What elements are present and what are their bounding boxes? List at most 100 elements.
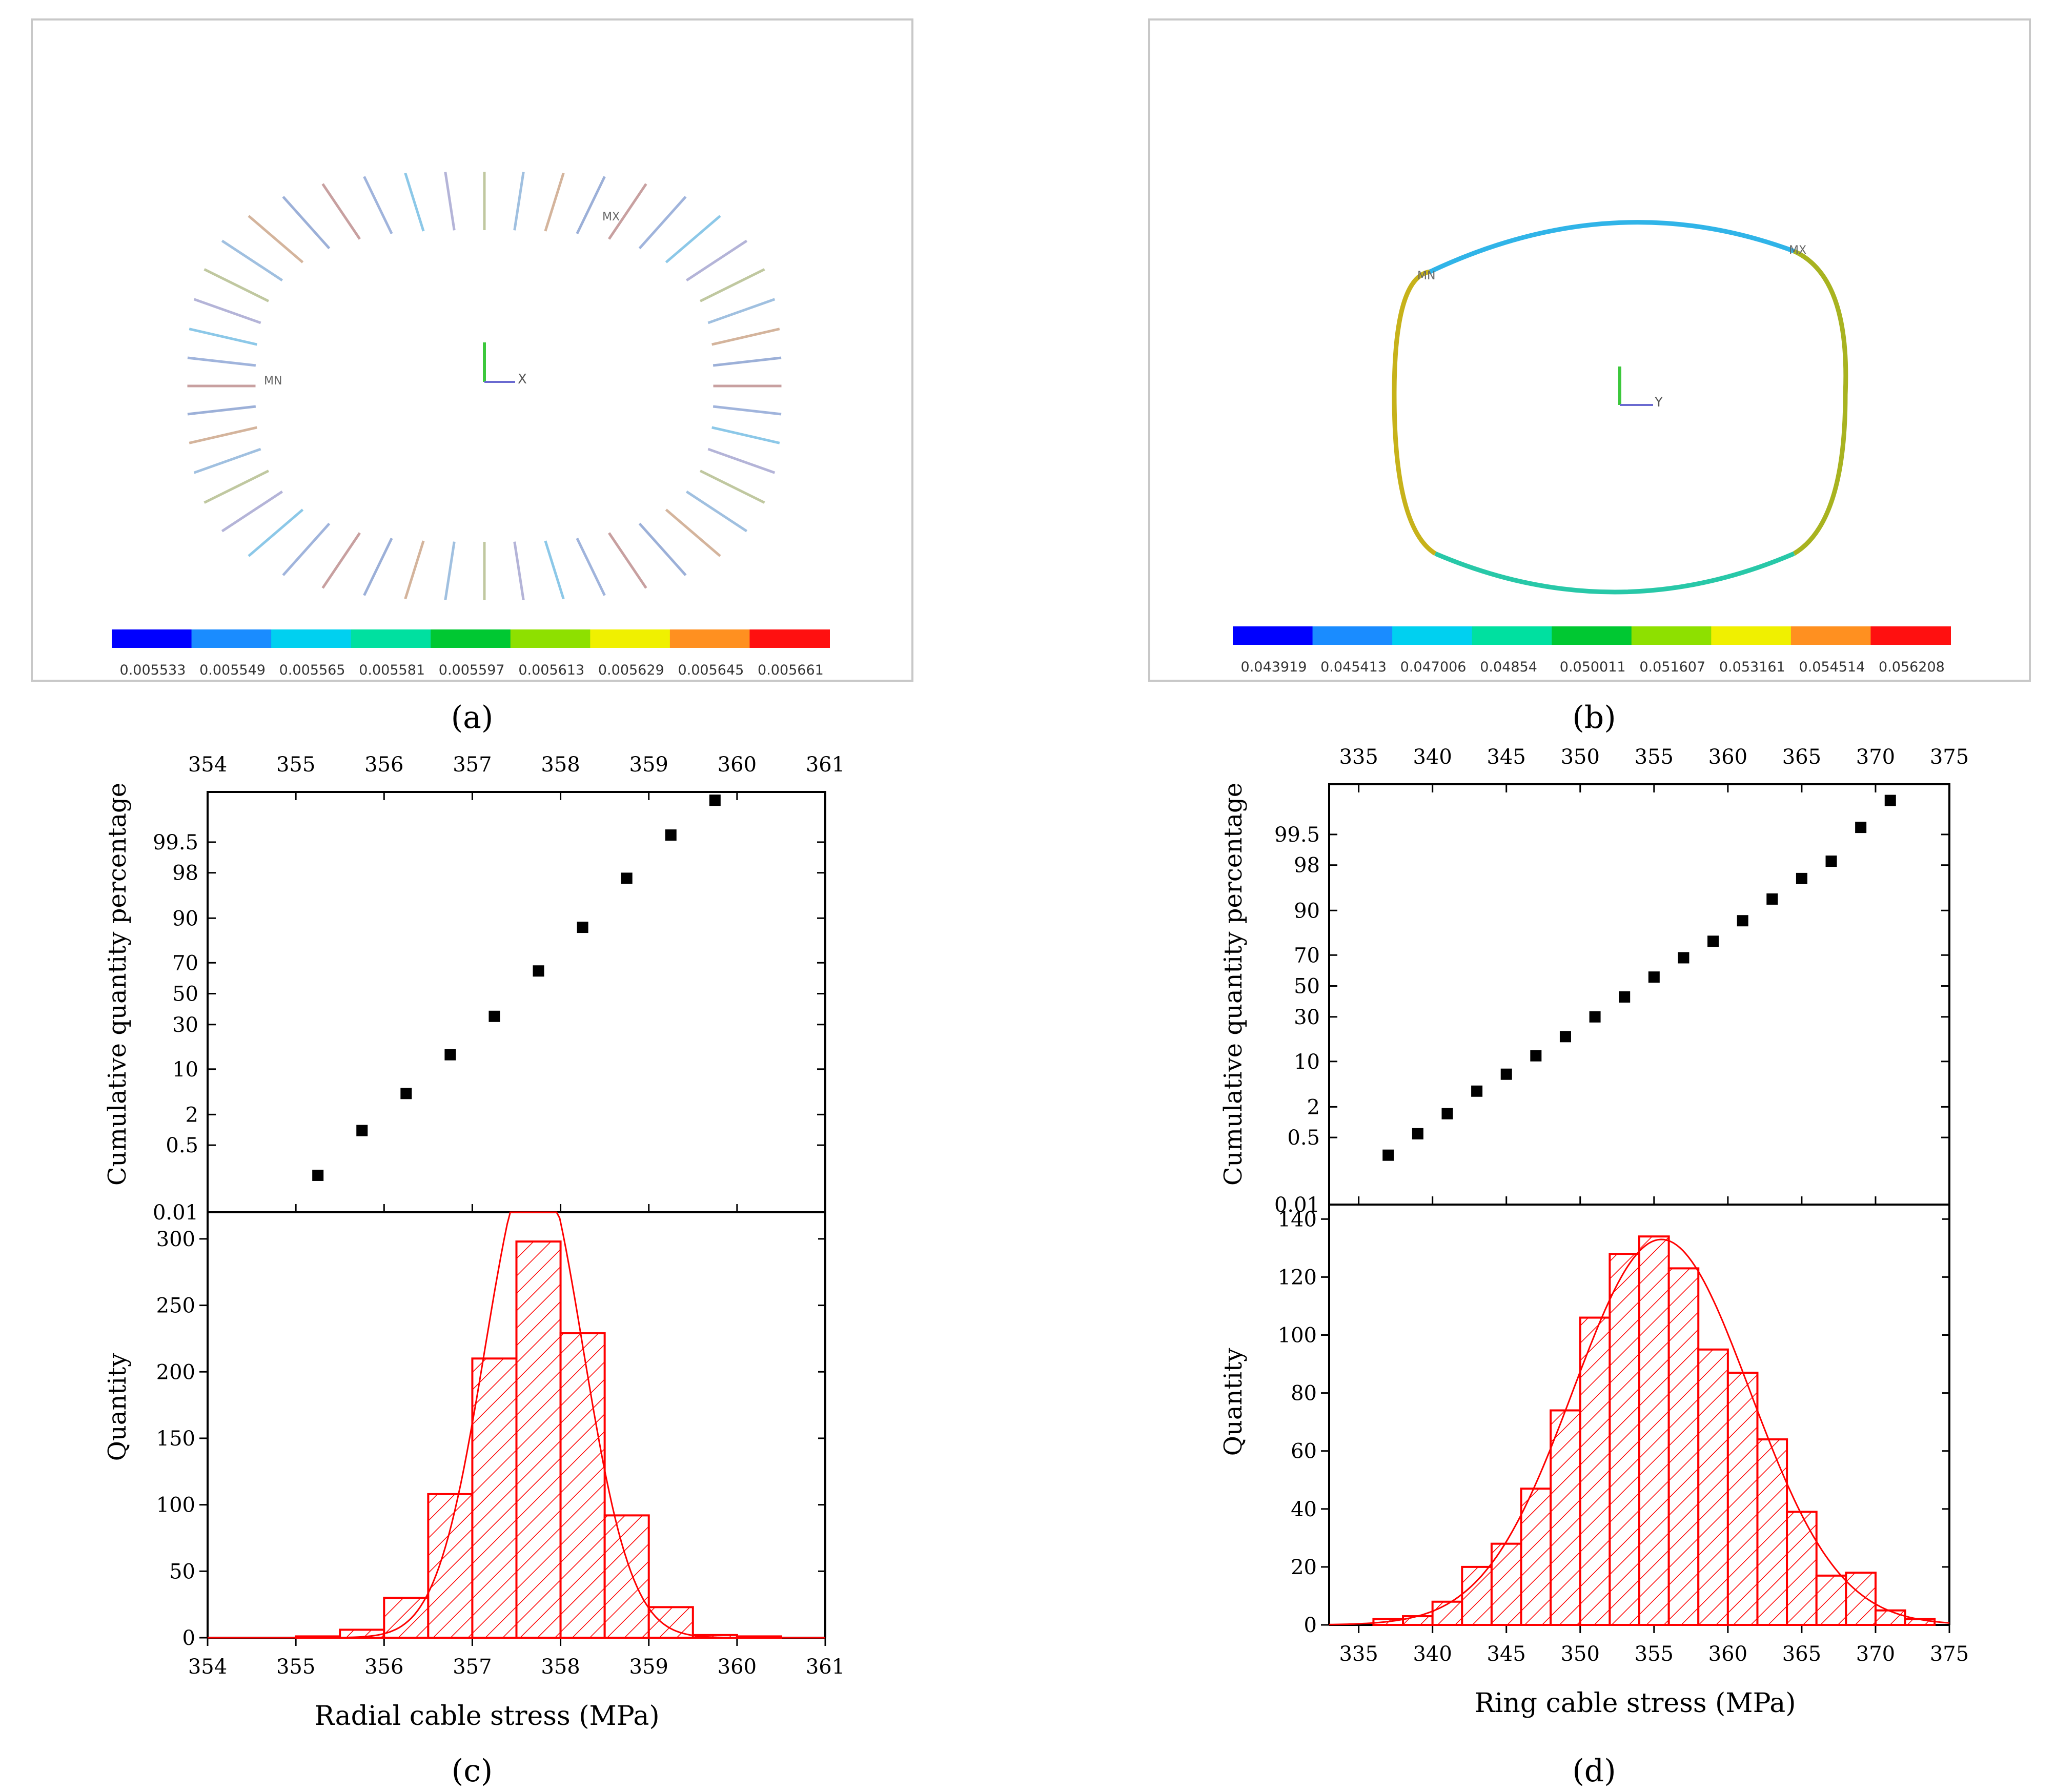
node-tag-b2: MN [1417, 270, 1435, 282]
x-tick-label: 340 [1413, 1642, 1452, 1666]
y-tick-label: 90 [1294, 899, 1320, 923]
histogram-bar [515, 1240, 562, 1639]
y-tick-label: 250 [156, 1294, 195, 1318]
caption-d: (d) [1572, 1753, 1616, 1789]
radial-cable [363, 538, 393, 596]
ring-cable-right [1793, 249, 1848, 556]
radial-cable [711, 426, 780, 444]
data-point [1441, 1108, 1453, 1119]
y-tick-label: 99.5 [1274, 823, 1320, 847]
histogram-bar [1638, 1235, 1670, 1626]
color-legend-b: 0.043919 0.045413 0.047006 0.04854 0.050011 0… [1233, 626, 1951, 675]
y-tick-label: 0.01 [153, 1201, 198, 1225]
normal-fit-curve [208, 1211, 825, 1639]
x-tick-label: 357 [453, 753, 492, 777]
legend-swatch [749, 629, 830, 648]
ring-cable-left [1392, 269, 1437, 556]
y-tick-label: 10 [1294, 1050, 1320, 1074]
data-point [665, 829, 677, 841]
node-tag-b1: MX [1789, 244, 1806, 257]
legend-value: 0.053161 [1719, 659, 1785, 675]
y-tick-label: 200 [156, 1360, 195, 1384]
data-point [488, 1010, 500, 1022]
fem-window-a [31, 18, 913, 682]
x-tick-label: 370 [1856, 745, 1895, 769]
radial-cables-plot [187, 171, 782, 601]
histogram-bar [1756, 1438, 1788, 1626]
y-tick-label: 100 [1278, 1323, 1317, 1347]
radial-cable [193, 447, 261, 474]
legend-value: 0.043919 [1241, 659, 1307, 675]
x-tick-label: 360 [1708, 1642, 1747, 1666]
legend-swatch [351, 629, 432, 648]
y-tick-label: 40 [1291, 1498, 1317, 1521]
x-tick-label: 354 [188, 753, 227, 777]
caption-b: (b) [1572, 700, 1616, 736]
histogram-bar [1550, 1409, 1581, 1626]
y-tick-label: 0 [182, 1626, 195, 1650]
radial-cable [665, 215, 721, 263]
data-point [400, 1088, 412, 1099]
data-point [1619, 991, 1631, 1003]
y-tick-label: 30 [172, 1013, 198, 1037]
radial-cable [203, 268, 270, 302]
radial-cable [707, 298, 776, 324]
x-tick-label: 340 [1413, 745, 1452, 769]
panel-d-ring-stress-charts: 335 340 345 350 355 360 365 370 375 0.01 0.5 2 10 30 5… [1219, 745, 1969, 1719]
triad-label-b: Y [1654, 395, 1663, 410]
radial-cable [189, 426, 257, 444]
radial-cable [544, 540, 565, 600]
x-tick-label: 350 [1561, 1642, 1600, 1666]
legend-value: 0.054514 [1799, 659, 1865, 675]
histogram-bar [1815, 1574, 1847, 1626]
ring-cable-bottom [1434, 551, 1795, 595]
data-point [1737, 915, 1748, 927]
radial-cable [404, 172, 425, 232]
legend-value: 0.005661 [758, 662, 824, 678]
legend-value: 0.050011 [1560, 659, 1626, 675]
histogram-bar [1667, 1267, 1700, 1626]
data-point [1707, 935, 1719, 947]
x-tick-label: 356 [364, 1655, 403, 1679]
legend-value: 0.005549 [199, 662, 266, 678]
y-tick-label: 50 [172, 983, 198, 1006]
legend-value: 0.005629 [598, 662, 664, 678]
legend-swatch [1312, 626, 1393, 645]
legend-value: 0.051607 [1639, 659, 1705, 675]
data-point [621, 872, 633, 884]
legend-swatch [1631, 626, 1712, 645]
radial-cable [193, 298, 261, 324]
legend-swatch [1552, 626, 1632, 645]
data-point [1382, 1149, 1394, 1161]
normal-fit-curve [1329, 1238, 1950, 1625]
x-tick-label: 354 [188, 1655, 227, 1679]
data-point [1678, 952, 1689, 964]
legend-value: 0.04854 [1480, 659, 1537, 675]
histogram-bar [1874, 1609, 1906, 1626]
ring-cable-top [1429, 220, 1795, 274]
x-tick-label: 357 [453, 1655, 492, 1679]
radial-cable [404, 540, 425, 600]
y-axis-label-d-top: Cumulative quantity percentage [1219, 783, 1248, 1186]
y-tick-label: 98 [1294, 854, 1320, 878]
y-tick-label: 0.5 [1287, 1126, 1320, 1150]
x-tick-label: 355 [276, 1655, 315, 1679]
x-tick-label: 350 [1561, 745, 1600, 769]
radial-cable [189, 328, 257, 346]
x-tick-label: 355 [276, 753, 315, 777]
x-axis-label-d: Ring cable stress (MPa) [1474, 1688, 1796, 1719]
x-tick-label: 355 [1635, 745, 1674, 769]
fem-window-b [1148, 18, 2031, 682]
caption-a: (a) [451, 700, 494, 736]
legend-value: 0.005613 [518, 662, 584, 678]
coordinate-triad-b: Y [1618, 366, 1663, 410]
radial-cable [282, 522, 331, 576]
y-tick-label: 50 [169, 1560, 195, 1583]
radial-cable [221, 490, 283, 533]
radial-cable [187, 356, 256, 367]
x-tick-label: 358 [541, 753, 580, 777]
y-tick-label: 80 [1291, 1382, 1317, 1406]
y-tick-label: 0.5 [166, 1134, 198, 1157]
legend-swatch [431, 629, 511, 648]
y-axis-label-c-bottom: Quantity [103, 1353, 132, 1461]
